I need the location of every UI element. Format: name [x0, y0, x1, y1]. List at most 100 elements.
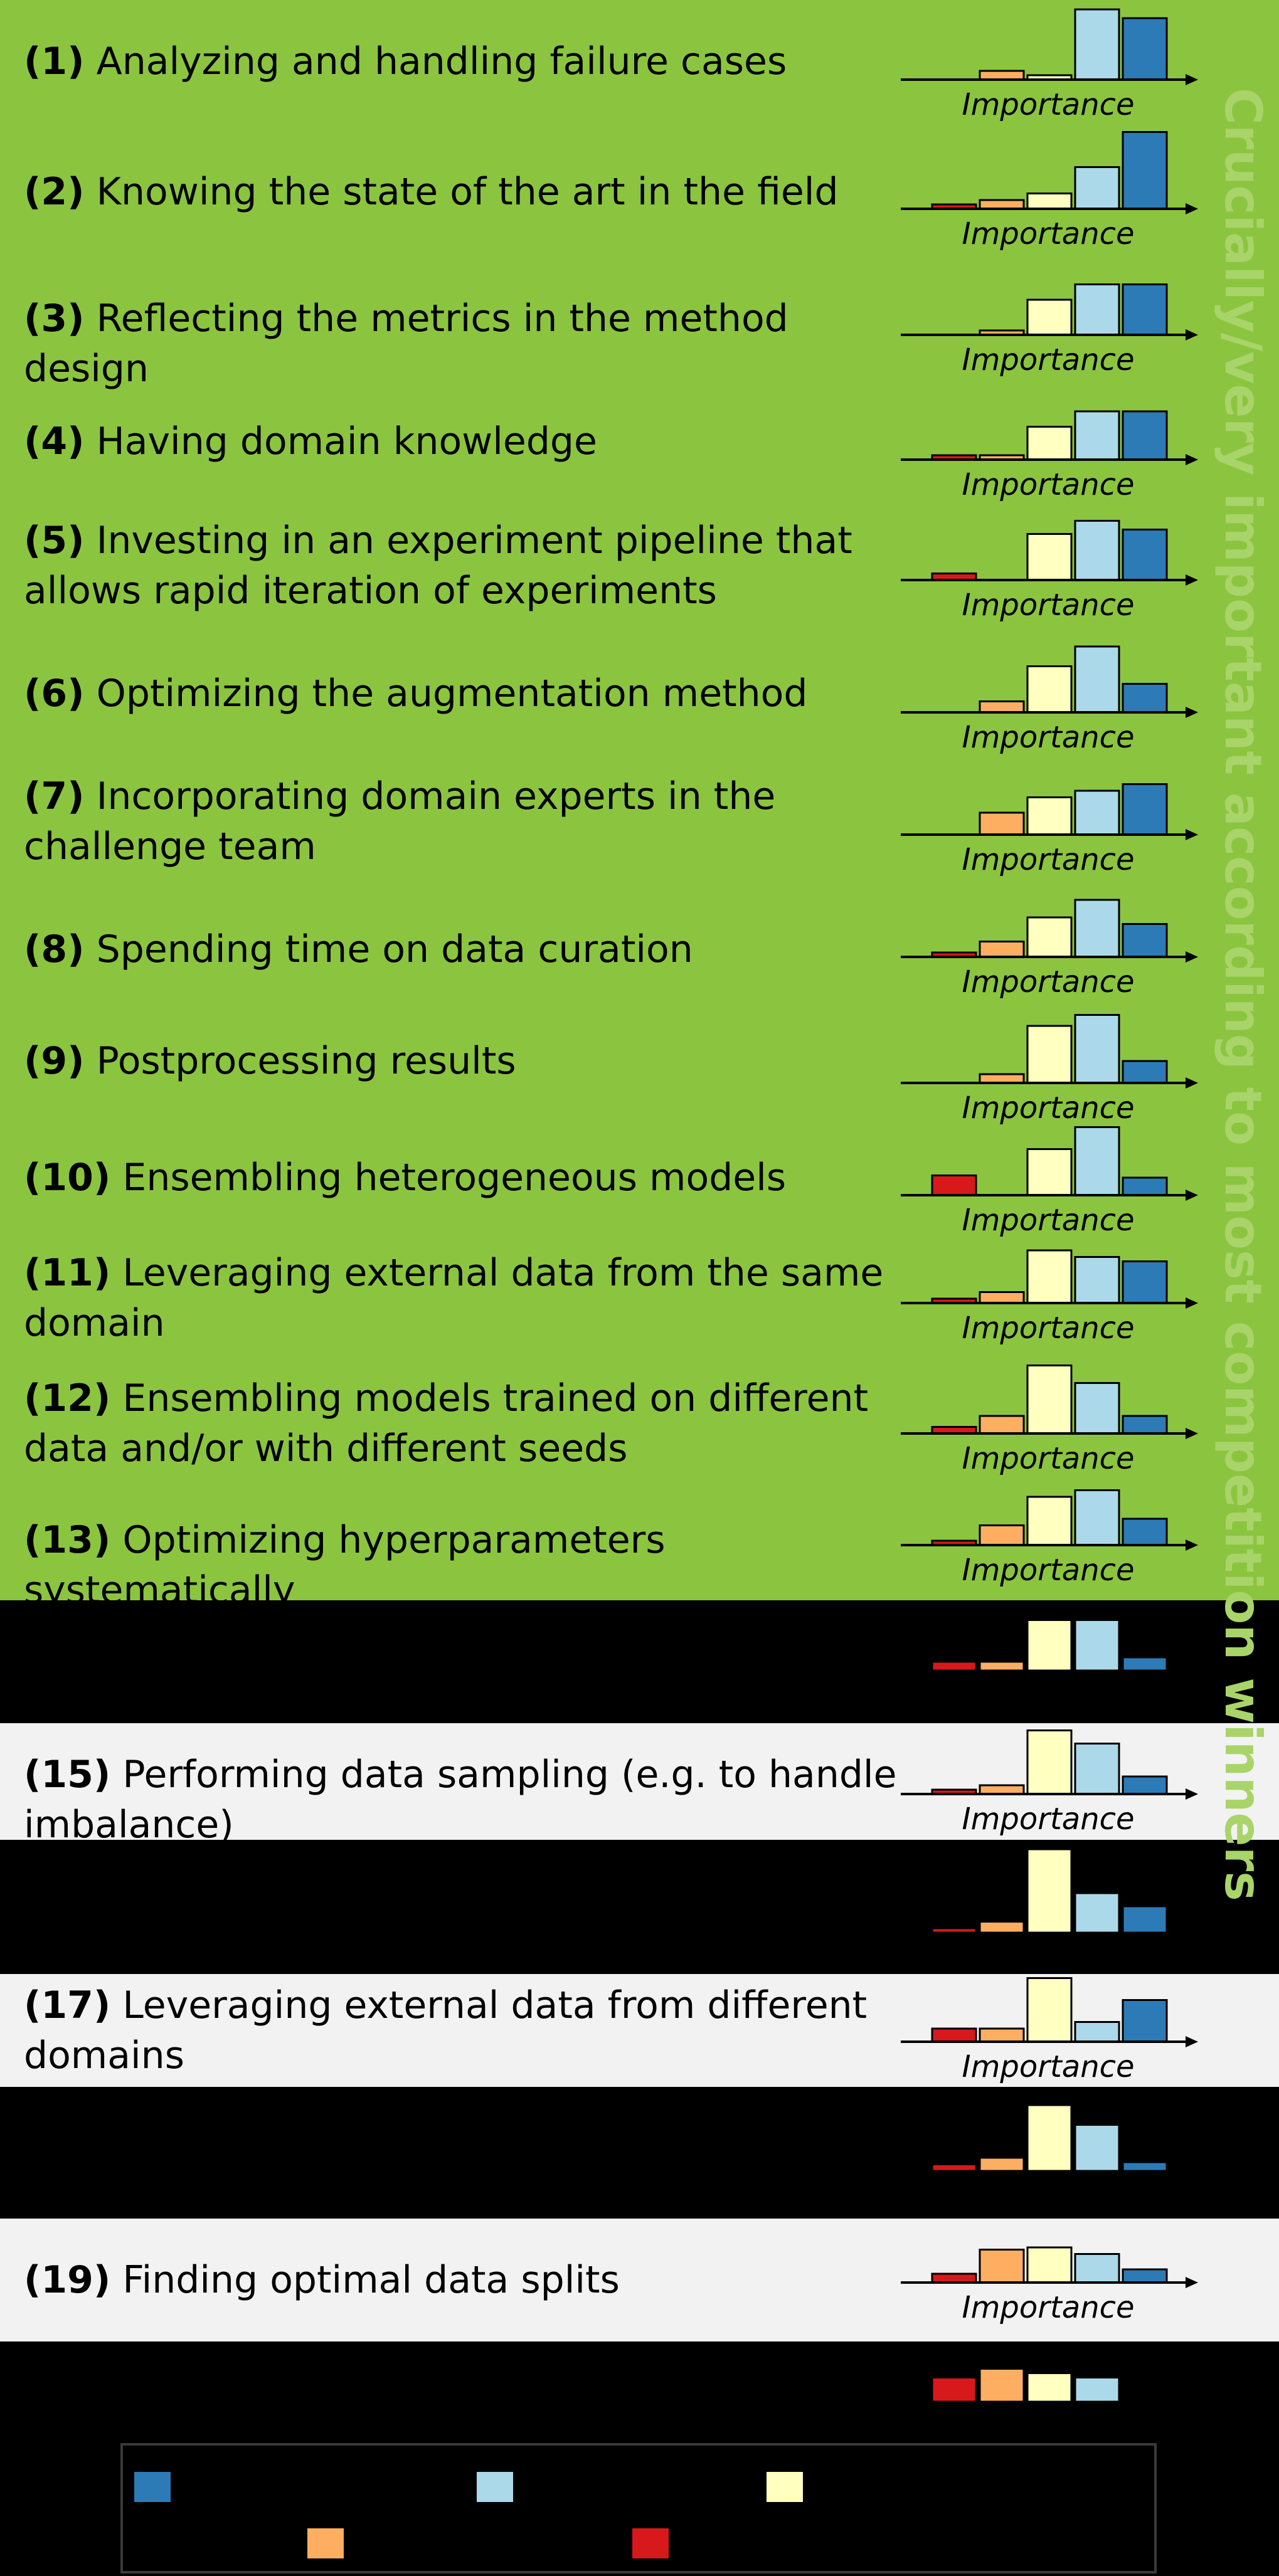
- bar-item-18-level-3: [1026, 2104, 1073, 2172]
- axis-label-19: Importance: [962, 2290, 1134, 2325]
- bar-item-10-level-1: [931, 1175, 977, 1196]
- bar-item-11-level-5: [1122, 1260, 1168, 1304]
- item-number: (2): [24, 170, 85, 214]
- bar-item-12-level-3: [1026, 1365, 1073, 1435]
- axis-arrow-15: [1186, 1788, 1198, 1800]
- bar-item-12-level-4: [1074, 1382, 1120, 1435]
- axis-arrow-13: [1186, 1539, 1198, 1551]
- bar-item-2-level-2: [979, 199, 1025, 210]
- item-label-4: (4) Having domain knowledge: [24, 416, 902, 467]
- bar-item-8-level-3: [1026, 916, 1073, 958]
- item-label-9: (9) Postprocessing results: [24, 1036, 902, 1086]
- item-number: (5): [24, 519, 85, 562]
- item-text: Optimizing hyperparameters systematicall…: [24, 1518, 666, 1612]
- axis-label-11: Importance: [962, 1311, 1134, 1346]
- bar-item-15-level-3: [1026, 1729, 1073, 1795]
- legend: [120, 2443, 1157, 2573]
- axis-label-12: Importance: [962, 1441, 1134, 1476]
- bar-item-4-level-3: [1026, 426, 1073, 461]
- item-text: Optimizing the augmentation method: [84, 672, 808, 715]
- bar-item-2-level-4: [1074, 166, 1120, 210]
- bar-item-20-level-1: [931, 2377, 977, 2403]
- bar-item-17-level-1: [931, 2027, 977, 2043]
- item-label-2: (2) Knowing the state of the art in the …: [24, 167, 902, 217]
- item-text: Finding optimal data splits: [110, 2258, 620, 2302]
- bar-item-4-level-5: [1122, 410, 1168, 461]
- item-label-12: (12) Ensembling models trained on differ…: [24, 1373, 902, 1474]
- axis-label-7: Importance: [962, 842, 1134, 877]
- axis-arrow-3: [1186, 329, 1198, 340]
- bar-item-13-level-4: [1074, 1489, 1120, 1546]
- bar-item-6-level-4: [1074, 645, 1120, 714]
- bar-item-14-level-3: [1026, 1619, 1073, 1672]
- bar-item-5-level-5: [1122, 529, 1168, 581]
- item-number: (1): [24, 40, 85, 83]
- bar-item-6-level-3: [1026, 665, 1073, 714]
- axis-arrow-19: [1186, 2277, 1198, 2288]
- bar-item-19-level-3: [1026, 2246, 1073, 2284]
- bar-item-5-level-3: [1026, 533, 1073, 581]
- bar-item-16-level-3: [1026, 1848, 1073, 1934]
- legend-swatch-3: [765, 2471, 804, 2503]
- bar-item-13-level-3: [1026, 1496, 1073, 1546]
- bar-item-12-level-2: [979, 1415, 1025, 1435]
- axis-label-6: Importance: [962, 720, 1134, 755]
- item-number: (11): [24, 1251, 111, 1295]
- axis-label-17: Importance: [962, 2049, 1134, 2084]
- bar-item-20-level-3: [1026, 2372, 1073, 2403]
- bar-item-18-level-5: [1122, 2161, 1168, 2172]
- item-text: Investing in an experiment pipeline that…: [24, 519, 852, 613]
- bar-item-8-level-2: [979, 941, 1025, 958]
- bar-item-15-level-4: [1074, 1743, 1120, 1795]
- item-text: Incorporating domain experts in the chal…: [24, 774, 776, 868]
- axis-arrow-8: [1186, 951, 1198, 963]
- item-text: Knowing the state of the art in the fiel…: [84, 170, 839, 214]
- item-text: Spending time on data curation: [84, 927, 693, 971]
- item-label-13: (13) Optimizing hyperparameters systemat…: [24, 1515, 902, 1615]
- bar-item-6-level-5: [1122, 683, 1168, 714]
- axis-arrow-11: [1186, 1297, 1198, 1309]
- axis-arrow-2: [1186, 203, 1198, 214]
- item-number: (4): [24, 420, 85, 463]
- axis-arrow-12: [1186, 1428, 1198, 1439]
- bar-item-17-level-2: [979, 2027, 1025, 2043]
- bar-item-17-level-3: [1026, 1977, 1073, 2043]
- item-number: (13): [24, 1518, 111, 1562]
- bar-item-17-level-5: [1122, 1999, 1168, 2043]
- item-text: Performing data sampling (e.g. to handle…: [24, 1753, 897, 1847]
- bar-item-20-level-4: [1074, 2377, 1120, 2403]
- axis-arrow-17: [1186, 2036, 1198, 2047]
- bar-item-9-level-4: [1074, 1014, 1120, 1084]
- bar-item-11-level-2: [979, 1291, 1025, 1304]
- item-label-8: (8) Spending time on data curation: [24, 924, 902, 974]
- axis-label-8: Importance: [962, 964, 1134, 1000]
- legend-swatch-5: [133, 2471, 172, 2503]
- axis-arrow-1: [1186, 74, 1198, 85]
- item-text: Reflecting the metrics in the method des…: [24, 297, 788, 391]
- bar-item-3-level-3: [1026, 298, 1073, 336]
- bar-item-10-level-5: [1122, 1176, 1168, 1196]
- item-text: Leveraging external data from different …: [24, 1983, 868, 2077]
- item-number: (12): [24, 1376, 111, 1420]
- item-text: Ensembling models trained on different d…: [24, 1376, 869, 1470]
- bar-item-4-level-4: [1074, 410, 1120, 461]
- item-number: (10): [24, 1156, 111, 1200]
- item-label-19: (19) Finding optimal data splits: [24, 2255, 902, 2305]
- axis-label-9: Importance: [962, 1090, 1134, 1126]
- item-label-7: (7) Incorporating domain experts in the …: [24, 771, 902, 872]
- axis-label-3: Importance: [962, 342, 1134, 377]
- axis-label-2: Importance: [962, 216, 1134, 251]
- axis-arrow-5: [1186, 574, 1198, 586]
- bar-item-9-level-5: [1122, 1060, 1168, 1084]
- bar-item-16-level-5: [1122, 1905, 1168, 1934]
- bar-item-7-level-5: [1122, 783, 1168, 836]
- item-number: (19): [24, 2258, 111, 2302]
- bar-item-10-level-3: [1026, 1148, 1073, 1196]
- bar-item-20-level-2: [979, 2368, 1025, 2403]
- bar-item-11-level-3: [1026, 1249, 1073, 1304]
- bar-item-14-level-5: [1122, 1656, 1168, 1672]
- axis-label-15: Importance: [962, 1802, 1134, 1837]
- bar-item-15-level-5: [1122, 1775, 1168, 1795]
- item-label-11: (11) Leveraging external data from the s…: [24, 1248, 902, 1348]
- item-label-6: (6) Optimizing the augmentation method: [24, 668, 902, 719]
